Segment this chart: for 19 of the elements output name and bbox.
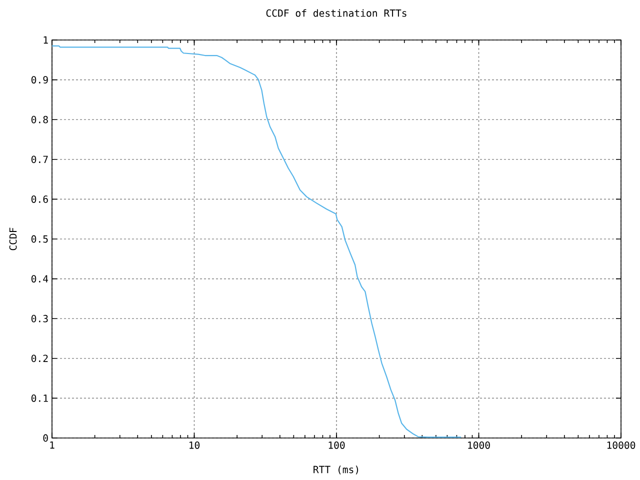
y-tick-label: 0.2 <box>31 354 48 362</box>
x-tick-label: 100 <box>328 441 345 449</box>
chart-title: CCDF of destination RTTs <box>266 9 406 17</box>
x-tick-label: 10 <box>190 441 200 449</box>
y-tick-label: 0.5 <box>31 235 48 243</box>
y-tick-label: 0.7 <box>31 156 48 164</box>
y-tick-label: 0.1 <box>31 394 48 402</box>
y-tick-label: 0 <box>43 434 48 442</box>
y-tick-label: 0.9 <box>31 76 48 84</box>
x-tick-label: 1000 <box>468 441 490 449</box>
x-axis-title: RTT (ms) <box>314 466 358 474</box>
y-tick-label: 1 <box>44 36 48 44</box>
y-axis-title: CCDF <box>9 228 17 250</box>
x-tick-label: 1 <box>50 441 54 449</box>
y-tick-label: 0.6 <box>31 196 48 203</box>
x-tick-label: 10000 <box>607 441 636 449</box>
y-tick-label: 0.3 <box>31 314 48 322</box>
y-tick-label: 0.8 <box>31 116 48 124</box>
y-tick-label: 0.4 <box>31 275 48 283</box>
